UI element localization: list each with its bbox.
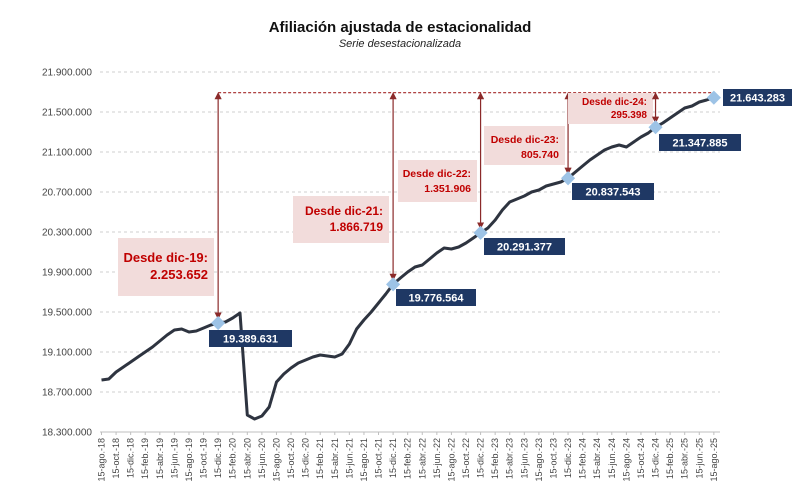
y-tick-label: 19.900.000 xyxy=(42,268,92,279)
x-tick-label: 15-feb.-24 xyxy=(578,438,588,479)
x-axis: 15-ago.-18 15-oct.-18 15-dic.-18 15-feb.-19… xyxy=(97,431,720,482)
x-tick-label: 15-jun.-22 xyxy=(432,438,442,479)
data-marker xyxy=(386,277,401,292)
data-marker xyxy=(706,90,721,105)
x-tick-label: 15-feb.-20 xyxy=(228,438,238,479)
y-tick-label: 21.500.000 xyxy=(42,108,92,119)
value-label-box xyxy=(572,183,654,200)
value-label-box xyxy=(484,238,565,255)
x-tick-label: 15-jun.-19 xyxy=(169,438,179,479)
x-tick-label: 15-abr.-24 xyxy=(592,438,602,479)
x-tick-label: 15-dic.-23 xyxy=(563,438,573,478)
x-tick-label: 15-abr.-19 xyxy=(155,438,165,479)
x-tick-label: 15-ago.-20 xyxy=(271,438,281,482)
y-tick-label: 21.100.000 xyxy=(42,148,92,159)
data-marker xyxy=(560,171,576,186)
value-label: 19.776.564 xyxy=(408,293,464,305)
x-tick-label: 15-ago.-21 xyxy=(359,438,369,482)
value-label-box xyxy=(659,134,741,151)
data-marker xyxy=(211,315,226,331)
annotation-label: Desde dic-22: xyxy=(403,168,471,180)
x-tick-label: 15-dic.-22 xyxy=(476,438,486,478)
y-tick-label: 20.300.000 xyxy=(42,228,92,239)
x-tick-label: 15-jun.-24 xyxy=(607,438,617,479)
x-tick-label: 15-oct.-24 xyxy=(636,438,646,479)
chart-title: Afiliación ajustada de estacionalidad xyxy=(269,19,532,36)
x-tick-label: 15-abr.-20 xyxy=(242,438,252,479)
y-tick-label: 18.700.000 xyxy=(42,388,92,399)
y-tick-label: 19.500.000 xyxy=(42,308,92,319)
chart-subtitle: Serie desestacionalizada xyxy=(339,38,461,50)
y-tick-label: 20.700.000 xyxy=(42,188,92,199)
annotation-value: 1.351.906 xyxy=(424,183,471,195)
x-tick-label: 15-jun.-23 xyxy=(519,438,529,479)
x-tick-label: 15-ago.-25 xyxy=(709,438,719,482)
x-tick-label: 15-abr.-22 xyxy=(417,438,427,479)
annotation-value: 295.398 xyxy=(611,110,648,121)
data-marker xyxy=(473,225,488,240)
x-tick-label: 15-jun.-21 xyxy=(344,438,354,479)
y-tick-label: 21.900.000 xyxy=(42,68,92,79)
value-label-box xyxy=(396,289,476,306)
x-tick-label: 15-dic.-24 xyxy=(651,438,661,478)
series xyxy=(101,96,715,421)
annotation-label: Desde dic-23: xyxy=(491,134,559,146)
annotation-box xyxy=(568,93,653,124)
value-label: 21.643.283 xyxy=(730,93,785,105)
annotation-value: 1.866.719 xyxy=(330,220,384,234)
x-tick-label: 15-oct.-19 xyxy=(199,438,209,479)
data-marker xyxy=(648,120,663,135)
annotation-box xyxy=(293,196,389,243)
x-tick-label: 15-abr.-23 xyxy=(505,438,515,479)
x-tick-label: 15-ago.-19 xyxy=(184,438,194,482)
x-tick-label: 15-feb.-23 xyxy=(490,438,500,479)
value-label: 20.837.543 xyxy=(585,187,640,199)
annotation-label: Desde dic-24: xyxy=(582,97,647,108)
x-tick-label: 15-oct.-21 xyxy=(374,438,384,479)
x-tick-label: 15-feb.-19 xyxy=(140,438,150,479)
x-tick-label: 15-dic.-20 xyxy=(301,438,311,478)
x-tick-label: 15-ago.-24 xyxy=(621,438,631,482)
series-line xyxy=(101,96,715,421)
value-label: 21.347.885 xyxy=(672,138,727,150)
point-labels: 19.389.631 19.776.564 20.291.377 20.837.543… xyxy=(209,89,792,347)
y-tick-label: 18.300.000 xyxy=(42,428,92,439)
x-tick-label: 15-dic.-19 xyxy=(213,438,223,478)
y-axis: 18.300.000 18.700.000 19.100.000 19.500.000… xyxy=(42,68,92,439)
annotation-label: Desde dic-21: xyxy=(305,204,383,218)
value-label: 20.291.377 xyxy=(497,242,552,254)
x-tick-label: 15-dic.-18 xyxy=(126,438,136,478)
x-tick-label: 15-dic.-21 xyxy=(388,438,398,478)
value-label-box xyxy=(209,330,292,347)
annotation-value: 805.740 xyxy=(521,149,559,161)
x-tick-label: 15-feb.-21 xyxy=(315,438,325,479)
annotation-value: 2.253.652 xyxy=(150,267,208,282)
x-tick-label: 15-jun.-20 xyxy=(257,438,267,479)
x-tick-label: 15-feb.-22 xyxy=(403,438,413,479)
annotation-label: Desde dic-19: xyxy=(123,250,208,265)
x-tick-label: 15-ago.-23 xyxy=(534,438,544,482)
x-tick-label: 15-feb.-25 xyxy=(665,438,675,479)
x-tick-label: 15-jun.-25 xyxy=(694,438,704,479)
value-label-box xyxy=(723,89,792,106)
annotation-box xyxy=(118,238,214,296)
value-label: 19.389.631 xyxy=(223,334,278,346)
x-tick-label: 15-ago.-18 xyxy=(97,438,107,482)
x-tick-label: 15-ago.-22 xyxy=(446,438,456,482)
x-tick-label: 15-abr.-25 xyxy=(680,438,690,479)
annotation-box xyxy=(484,126,565,165)
x-tick-label: 15-abr.-21 xyxy=(330,438,340,479)
x-tick-label: 15-oct.-20 xyxy=(286,438,296,479)
annotation-box xyxy=(398,160,477,202)
x-tick-label: 15-oct.-22 xyxy=(461,438,471,479)
x-tick-label: 15-oct.-23 xyxy=(548,438,558,479)
y-tick-label: 19.100.000 xyxy=(42,348,92,359)
annotations: Desde dic-19: 2.253.652 Desde dic-21: 1.866… xyxy=(118,92,714,320)
x-tick-label: 15-oct.-18 xyxy=(111,438,121,479)
